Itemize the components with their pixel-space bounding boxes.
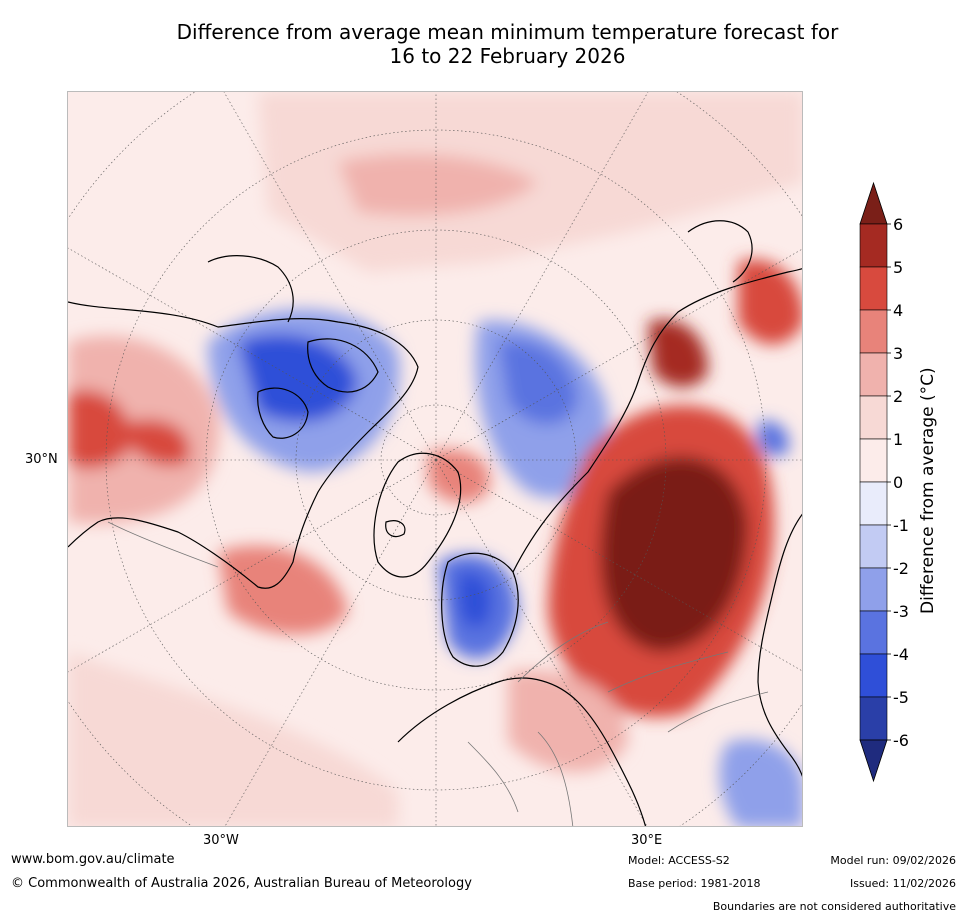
map-canvas bbox=[68, 92, 802, 826]
colorbar-segment bbox=[859, 266, 888, 311]
coastline-greenland bbox=[373, 452, 462, 578]
colorbar-segment bbox=[859, 567, 888, 612]
meridian-30e bbox=[435, 459, 648, 826]
colorbar-tick-label: -4 bbox=[893, 645, 909, 664]
footer-disclaimer: Boundaries are not considered authoritat… bbox=[712, 900, 956, 913]
country-borders bbox=[107, 521, 769, 826]
lat-label-30n: 30°N bbox=[25, 452, 58, 467]
footer-model-run: Model run: 09/02/2026 bbox=[830, 854, 956, 867]
colorbar-segment bbox=[859, 309, 888, 354]
colorbar-segment bbox=[859, 352, 888, 397]
colorbar-tick-label: -2 bbox=[893, 559, 909, 578]
footer-url: www.bom.gov.au/climate bbox=[11, 852, 175, 867]
meridian-120e bbox=[435, 248, 802, 461]
warm-area-canada bbox=[128, 419, 190, 466]
colorbar: 6 5 4 3 2 1 0 -1 -2 -3 -4 -5 -6 bbox=[855, 180, 960, 790]
colorbar-segment bbox=[859, 524, 888, 569]
title-line-1: Difference from average mean minimum tem… bbox=[176, 20, 839, 44]
coastline-alaska bbox=[207, 255, 294, 323]
warm-area-atlantic bbox=[218, 545, 348, 635]
colorbar-over-triangle bbox=[859, 181, 888, 225]
coastline-scandinavia bbox=[441, 552, 519, 667]
map-title: Difference from average mean minimum tem… bbox=[0, 20, 965, 68]
warm-area-west-core bbox=[68, 390, 130, 469]
latitude-circle-40n bbox=[105, 129, 767, 791]
cold-area-asia-spot bbox=[758, 421, 789, 457]
warm-area-siberia-core bbox=[600, 456, 748, 652]
footer-model: Model: ACCESS-S2 bbox=[628, 854, 730, 867]
border-russia-west bbox=[517, 621, 609, 683]
warm-area-europe bbox=[508, 670, 628, 772]
border-canada-us bbox=[107, 521, 219, 568]
colorbar-segment bbox=[859, 481, 888, 526]
anomaly-shading bbox=[68, 92, 802, 826]
colorbar-tick-label: 0 bbox=[893, 473, 903, 492]
cold-area-asia-east bbox=[719, 739, 802, 826]
cold-area-arctic-core bbox=[498, 340, 578, 425]
meridian-60w bbox=[68, 459, 437, 673]
latitude-circle-50n bbox=[205, 229, 667, 691]
colorbar-tick-label: 4 bbox=[893, 301, 903, 320]
footer-base-period: Base period: 1981-2018 bbox=[628, 877, 761, 890]
colorbar-tick-label: -3 bbox=[893, 602, 909, 621]
colorbar-tick-label: -1 bbox=[893, 516, 909, 535]
colorbar-tick-label: 3 bbox=[893, 344, 903, 363]
warm-area-north-siberia bbox=[648, 319, 708, 387]
cold-area-scandinavia-core bbox=[458, 571, 492, 629]
meridian-150w bbox=[223, 92, 437, 461]
colorbar-tick-label: 2 bbox=[893, 387, 903, 406]
lon-label-30e: 30°E bbox=[631, 833, 663, 848]
graticule bbox=[68, 92, 802, 826]
coastline-eurasia-north bbox=[512, 268, 802, 573]
coastline-iceland bbox=[385, 520, 406, 538]
cold-area-canada-core bbox=[238, 334, 358, 422]
border-europe-a bbox=[467, 741, 519, 813]
colorbar-tick-label: 1 bbox=[893, 430, 903, 449]
latitude-circle-70n bbox=[380, 404, 492, 516]
colorbar-segment bbox=[859, 395, 888, 440]
coastlines bbox=[68, 220, 802, 826]
colorbar-tick-label: -6 bbox=[893, 731, 909, 750]
meridian-30w bbox=[224, 459, 437, 826]
colorbar-segment bbox=[859, 610, 888, 655]
meridian-150e bbox=[435, 92, 649, 461]
meridian-120w bbox=[68, 247, 437, 461]
coastline-hudson-bay bbox=[257, 387, 309, 439]
colorbar-tick-label: 6 bbox=[893, 215, 903, 234]
coastline-north-america bbox=[68, 301, 419, 589]
footer-copyright: © Commonwealth of Australia 2026, Austra… bbox=[11, 876, 472, 891]
colorbar-segment bbox=[859, 653, 888, 698]
warm-area-south bbox=[68, 652, 398, 826]
colorbar-graphic: 6 5 4 3 2 1 0 -1 -2 -3 -4 -5 -6 bbox=[859, 181, 909, 783]
colorbar-segment bbox=[859, 223, 888, 268]
temperature-anomaly-map bbox=[67, 91, 803, 827]
coastline-europe bbox=[397, 677, 647, 826]
colorbar-tick-label: 5 bbox=[893, 258, 903, 277]
lon-label-30w: 30°W bbox=[203, 833, 239, 848]
border-europe-b bbox=[537, 731, 574, 826]
coastline-kamchatka bbox=[687, 220, 753, 283]
colorbar-segment bbox=[859, 438, 888, 483]
coastline-asia-east bbox=[757, 513, 802, 777]
colorbar-under-triangle bbox=[859, 739, 888, 783]
border-china-mongolia bbox=[667, 691, 769, 733]
colorbar-tick-label: -5 bbox=[893, 688, 909, 707]
colorbar-segment bbox=[859, 696, 888, 741]
meridian-60e bbox=[435, 459, 802, 672]
footer-issued: Issued: 11/02/2026 bbox=[849, 877, 956, 890]
coastline-arctic-islands bbox=[307, 338, 379, 393]
colorbar-title: Difference from average (°C) bbox=[918, 367, 938, 614]
warm-area-pacific-high bbox=[338, 153, 538, 216]
title-line-2: 16 to 22 February 2026 bbox=[389, 44, 626, 68]
border-russia-kazakhstan bbox=[607, 651, 729, 693]
